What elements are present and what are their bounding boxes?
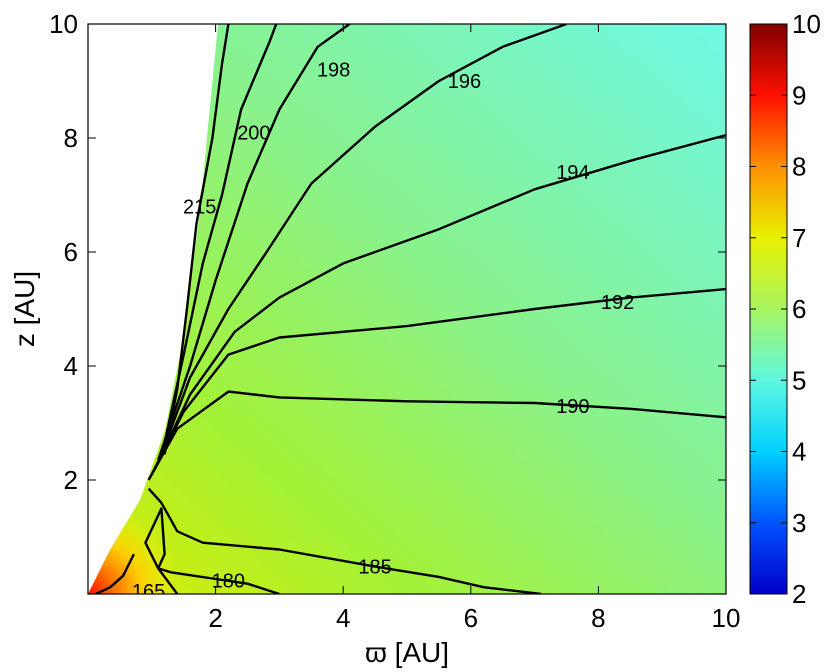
contour-label-185: 185	[358, 557, 391, 579]
y-tick-label-6: 6	[64, 237, 78, 267]
contour-label-190: 190	[556, 396, 589, 418]
hot-region	[88, 430, 200, 594]
contour-label-180: 180	[212, 570, 245, 592]
colorbar-tick-label-8: 8	[792, 152, 806, 182]
contour-label-192: 192	[601, 292, 634, 314]
colorbar-tick-label-3: 3	[792, 508, 806, 538]
contour-line-185	[147, 487, 542, 594]
contour-line-196	[157, 24, 567, 464]
contour-line-200	[160, 24, 278, 458]
contour-lines: 165 180 185 190 192 194 196 198 200 215	[95, 24, 726, 603]
y-tick-label-2: 2	[64, 465, 78, 495]
colorbar-tick-label-7: 7	[792, 223, 806, 253]
x-tick-label-10: 10	[712, 603, 741, 633]
plot-frame	[87, 23, 727, 595]
contour-line-180	[144, 507, 280, 594]
colorbar-tick-label-10: 10	[792, 9, 821, 39]
x-axis-label: ϖ [AU]	[365, 637, 449, 668]
colorbar-tick-label-4: 4	[792, 437, 806, 467]
contour-label-215: 215	[183, 196, 216, 218]
field-region	[88, 24, 726, 594]
x-tick-label-2: 2	[208, 603, 222, 633]
x-tick-label-8: 8	[591, 603, 605, 633]
colorbar-tick-label-5: 5	[792, 365, 806, 395]
contour-label-196: 196	[448, 71, 481, 93]
contour-line-190	[147, 390, 726, 481]
colorbar-tick-label-9: 9	[792, 80, 806, 110]
contour-label-194: 194	[556, 162, 589, 184]
colorbar-tick-label-6: 6	[792, 294, 806, 324]
axis-tick-labels: 2 4 6 8 10 2 4 6 8 10	[49, 9, 740, 633]
contour-line-192	[150, 287, 726, 475]
contour-label-165: 165	[132, 581, 165, 603]
axis-ticks	[88, 23, 727, 594]
y-tick-label-10: 10	[49, 9, 78, 39]
contour-line-198	[157, 24, 351, 461]
y-tick-label-8: 8	[64, 123, 78, 153]
contour-line-165	[95, 553, 135, 594]
x-tick-label-6: 6	[464, 603, 478, 633]
contour-line-215	[163, 24, 230, 455]
colorbar-ticks: 2 3 4 5 6 7 8 9 10	[750, 9, 821, 609]
colorbar-tick-label-2: 2	[792, 579, 806, 609]
contour-line-194	[153, 133, 726, 470]
y-tick-label-4: 4	[64, 351, 78, 381]
contour-label-198: 198	[317, 60, 350, 82]
contour-label-200: 200	[237, 122, 270, 144]
y-axis-label: z [AU]	[9, 271, 40, 347]
x-tick-label-4: 4	[336, 603, 350, 633]
